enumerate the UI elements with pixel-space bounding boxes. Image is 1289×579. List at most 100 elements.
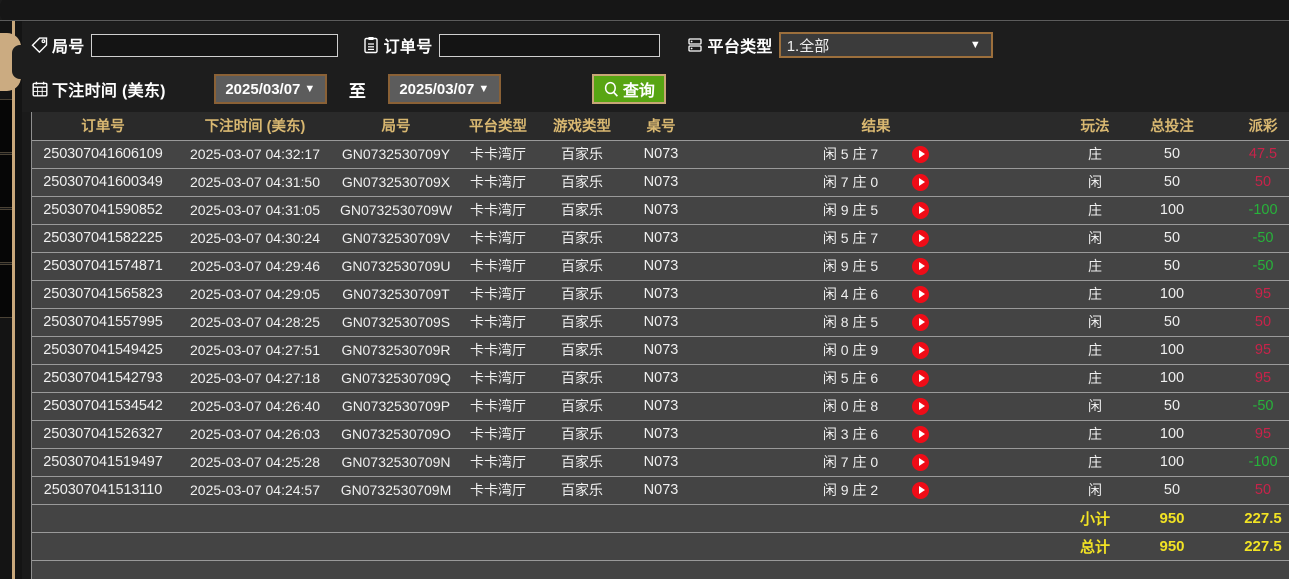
empty-cell <box>938 560 1054 579</box>
summary-spacer <box>456 504 540 533</box>
summary-spacer <box>174 504 336 533</box>
cell-order-no: 250307041542793 <box>32 364 174 393</box>
play-circle-icon[interactable] <box>912 481 930 499</box>
platform-type-label: 平台类型 <box>707 39 773 56</box>
column-header-table-no[interactable]: 桌号 <box>624 112 698 141</box>
column-header-payout[interactable]: 派彩 <box>1208 112 1289 141</box>
rail-box <box>0 264 12 318</box>
filter-panel: 局号 订单号 <box>22 22 1289 112</box>
cell-platform: 卡卡湾厅 <box>456 392 540 421</box>
play-circle-icon[interactable] <box>912 369 930 387</box>
cell-table-no: N073 <box>624 308 698 337</box>
column-header-total-bet[interactable]: 总投注 <box>1136 112 1208 141</box>
result-text: 闲 7 庄 0 <box>822 174 879 190</box>
cell-order-no: 250307041582225 <box>32 224 174 253</box>
result-text: 闲 0 庄 9 <box>822 342 879 358</box>
cell-result: 闲 7 庄 0 <box>698 168 1054 197</box>
cell-game-type: 百家乐 <box>540 336 624 365</box>
cell-bet-time: 2025-03-07 04:26:03 <box>174 420 336 449</box>
cell-bet-time: 2025-03-07 04:24:57 <box>174 476 336 505</box>
play-circle-icon[interactable] <box>912 229 930 247</box>
chevron-down-icon: ▼ <box>304 83 316 95</box>
column-header-result[interactable]: 结果 <box>698 112 1054 141</box>
play-circle-icon[interactable] <box>912 397 930 415</box>
cell-game-type: 百家乐 <box>540 364 624 393</box>
cell-table-no: N073 <box>624 224 698 253</box>
column-header-platform[interactable]: 平台类型 <box>456 112 540 141</box>
summary-spacer <box>336 504 456 533</box>
cell-bet-type: 庄 <box>1054 140 1136 169</box>
platform-type-select[interactable]: 1.全部 ▼ <box>778 32 993 58</box>
cell-order-no: 250307041574871 <box>32 252 174 281</box>
summary-label: 总计 <box>1054 532 1136 561</box>
column-header-bet-time[interactable]: 下注时间 (美东) <box>174 112 336 141</box>
cell-payout: 50 <box>1208 476 1289 505</box>
cell-order-no: 250307041513110 <box>32 476 174 505</box>
cell-result: 闲 5 庄 7 <box>698 224 1054 253</box>
column-header-bet-type[interactable]: 玩法 <box>1054 112 1136 141</box>
order-no-input[interactable] <box>438 33 660 57</box>
round-no-filter: 局号 <box>30 33 338 57</box>
cell-bet-type: 庄 <box>1054 448 1136 477</box>
cell-bet-time: 2025-03-07 04:29:46 <box>174 252 336 281</box>
play-circle-icon[interactable] <box>912 313 930 331</box>
summary-spacer <box>174 532 336 561</box>
play-circle-icon[interactable] <box>912 257 930 275</box>
cell-bet-type: 庄 <box>1054 420 1136 449</box>
result-inner: 闲 5 庄 7 <box>700 228 1052 248</box>
cell-game-type: 百家乐 <box>540 392 624 421</box>
cell-table-no: N073 <box>624 392 698 421</box>
cell-bet-time: 2025-03-07 04:31:05 <box>174 196 336 225</box>
empty-cell <box>1054 560 1136 579</box>
cell-total-bet: 100 <box>1136 280 1208 309</box>
column-header-round-no[interactable]: 局号 <box>336 112 456 141</box>
date-to-value: 2025/03/07 <box>399 80 475 98</box>
rail-box <box>0 99 12 153</box>
play-circle-icon[interactable] <box>912 173 930 191</box>
cell-total-bet: 50 <box>1136 252 1208 281</box>
column-header-game-type[interactable]: 游戏类型 <box>540 112 624 141</box>
chevron-down-icon: ▼ <box>969 39 981 51</box>
result-text: 闲 3 庄 6 <box>822 426 879 442</box>
play-circle-icon[interactable] <box>912 453 930 471</box>
cell-platform: 卡卡湾厅 <box>456 196 540 225</box>
cell-platform: 卡卡湾厅 <box>456 308 540 337</box>
cell-result: 闲 5 庄 6 <box>698 364 1054 393</box>
cell-total-bet: 50 <box>1136 224 1208 253</box>
cell-order-no: 250307041565823 <box>32 280 174 309</box>
rail-tab-handle[interactable] <box>0 33 22 91</box>
cell-payout: 95 <box>1208 420 1289 449</box>
cell-table-no: N073 <box>624 420 698 449</box>
cell-round-no: GN0732530709R <box>336 336 456 365</box>
search-button-label: 查询 <box>622 83 655 100</box>
empty-cell <box>540 560 624 579</box>
date-from-picker[interactable]: 2025/03/07 ▼ <box>213 74 327 104</box>
date-to-picker[interactable]: 2025/03/07 ▼ <box>387 74 501 104</box>
result-text: 闲 9 庄 2 <box>822 482 879 498</box>
rail-accent-strip <box>12 21 15 579</box>
result-inner: 闲 5 庄 7 <box>700 144 1052 164</box>
play-circle-icon[interactable] <box>912 201 930 219</box>
search-button[interactable]: 查询 <box>591 74 666 104</box>
play-circle-icon[interactable] <box>912 425 930 443</box>
empty-row <box>32 560 1289 579</box>
cell-table-no: N073 <box>624 336 698 365</box>
cell-payout: 95 <box>1208 364 1289 393</box>
column-header-order-no[interactable]: 订单号 <box>32 112 174 141</box>
empty-cell <box>174 560 336 579</box>
clipboard-icon <box>362 36 381 55</box>
summary-spacer <box>32 504 174 533</box>
result-inner: 闲 9 庄 5 <box>700 256 1052 276</box>
play-circle-icon[interactable] <box>912 341 930 359</box>
play-circle-icon[interactable] <box>912 285 930 303</box>
play-circle-icon[interactable] <box>912 145 930 163</box>
result-inner: 闲 4 庄 6 <box>700 284 1052 304</box>
round-no-input[interactable] <box>90 33 338 57</box>
result-inner: 闲 3 庄 6 <box>700 424 1052 444</box>
cell-total-bet: 50 <box>1136 476 1208 505</box>
cell-platform: 卡卡湾厅 <box>456 448 540 477</box>
summary-total-bet: 950 <box>1136 504 1208 533</box>
tag-icon <box>30 36 49 55</box>
